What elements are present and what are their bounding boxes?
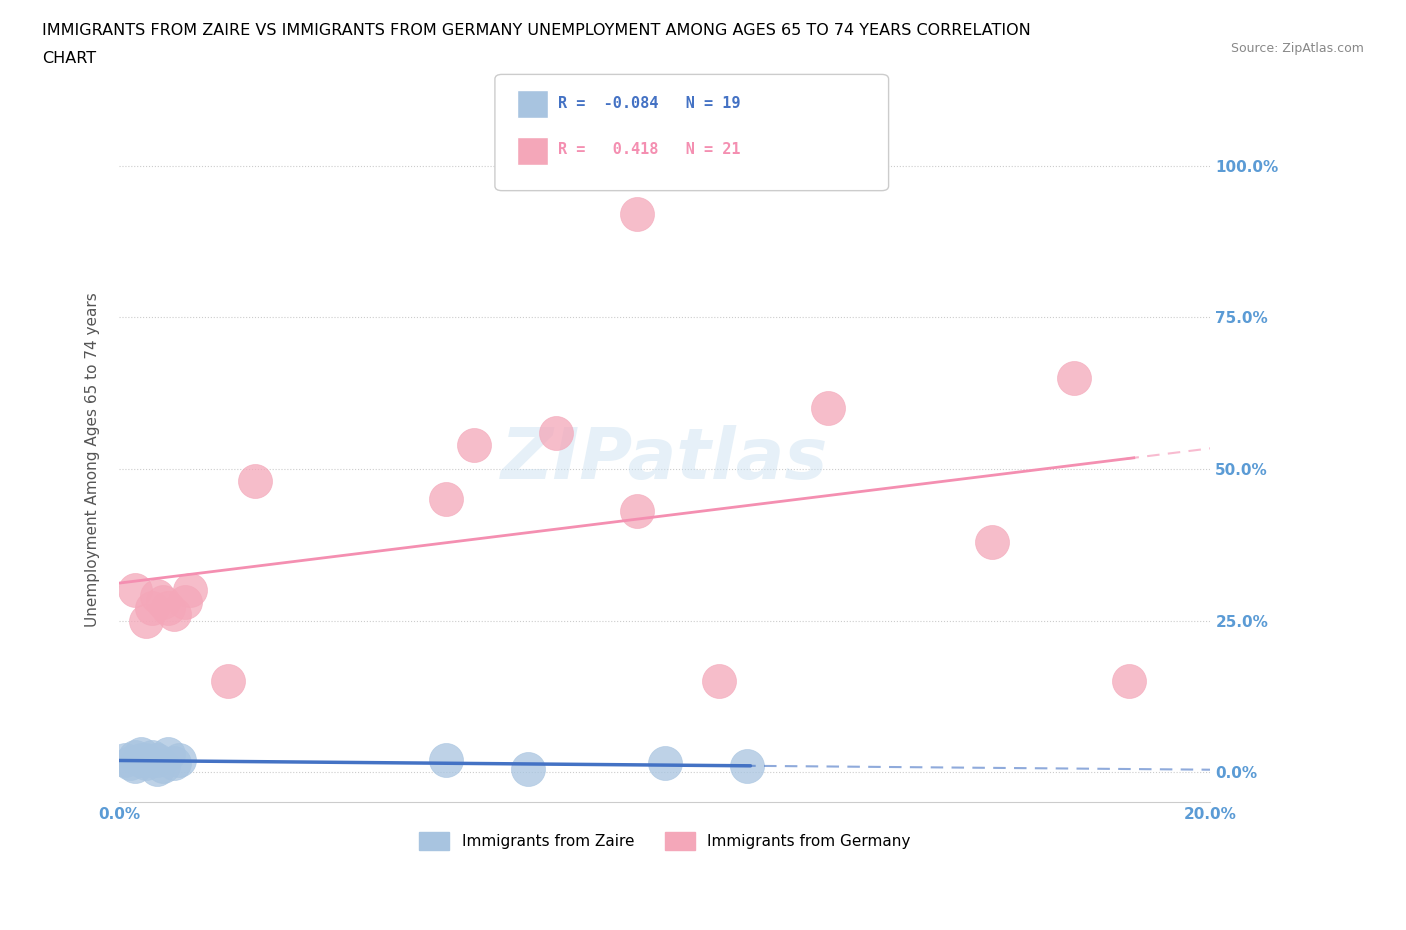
Y-axis label: Unemployment Among Ages 65 to 74 years: Unemployment Among Ages 65 to 74 years — [86, 292, 100, 627]
Point — [162, 755, 184, 770]
Point — [146, 762, 169, 777]
Point — [152, 759, 174, 774]
Point — [124, 583, 146, 598]
Point — [162, 607, 184, 622]
Point — [146, 752, 169, 767]
Point — [626, 504, 648, 519]
Point — [135, 752, 157, 767]
Point — [981, 534, 1004, 549]
Point — [152, 595, 174, 610]
Text: R =   0.418   N = 21: R = 0.418 N = 21 — [558, 142, 741, 157]
Point — [179, 583, 201, 598]
Point — [118, 755, 141, 770]
Point — [1063, 370, 1085, 385]
Point — [709, 673, 731, 688]
Point — [436, 752, 458, 767]
Text: R =  -0.084   N = 19: R = -0.084 N = 19 — [558, 96, 741, 111]
Point — [146, 589, 169, 604]
Point — [173, 595, 195, 610]
Point — [114, 752, 136, 767]
Text: IMMIGRANTS FROM ZAIRE VS IMMIGRANTS FROM GERMANY UNEMPLOYMENT AMONG AGES 65 TO 7: IMMIGRANTS FROM ZAIRE VS IMMIGRANTS FROM… — [42, 23, 1031, 38]
Point — [157, 747, 180, 762]
Point — [517, 762, 540, 777]
Point — [141, 601, 163, 616]
Legend: Immigrants from Zaire, Immigrants from Germany: Immigrants from Zaire, Immigrants from G… — [412, 826, 917, 857]
Point — [735, 759, 758, 774]
Text: Source: ZipAtlas.com: Source: ZipAtlas.com — [1230, 42, 1364, 55]
Point — [654, 755, 676, 770]
Point — [817, 401, 839, 416]
Point — [245, 473, 267, 488]
Point — [135, 755, 157, 770]
Text: ZIPatlas: ZIPatlas — [501, 425, 828, 495]
Point — [167, 752, 190, 767]
Point — [141, 750, 163, 764]
Point — [124, 750, 146, 764]
Point — [129, 747, 152, 762]
Point — [124, 759, 146, 774]
Point — [544, 425, 567, 440]
Point — [135, 613, 157, 628]
Text: CHART: CHART — [42, 51, 96, 66]
Point — [217, 673, 239, 688]
Point — [436, 492, 458, 507]
Point — [1118, 673, 1140, 688]
Point — [157, 601, 180, 616]
Point — [463, 437, 485, 452]
Point — [129, 752, 152, 767]
Point — [626, 206, 648, 221]
